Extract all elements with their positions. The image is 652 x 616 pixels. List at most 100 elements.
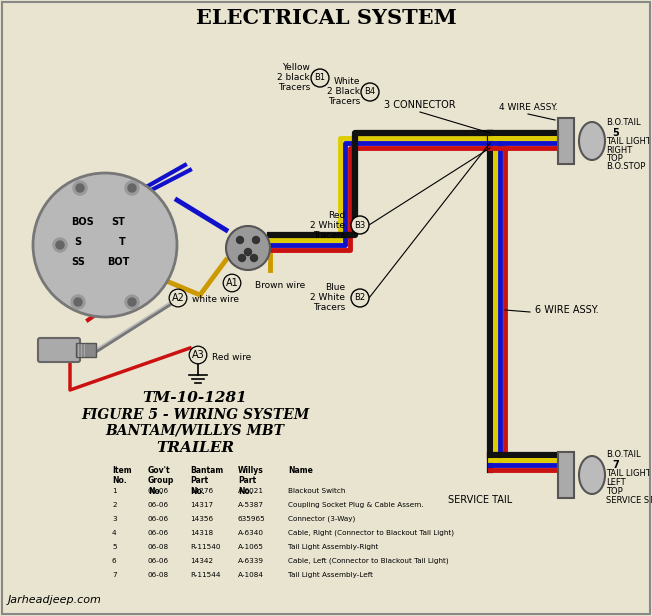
Circle shape (74, 298, 82, 306)
Circle shape (250, 254, 258, 262)
Circle shape (71, 295, 85, 309)
Text: 2 White: 2 White (310, 293, 345, 302)
Text: R-11544: R-11544 (190, 572, 220, 578)
Text: A-6339: A-6339 (238, 558, 264, 564)
Text: ST: ST (111, 217, 125, 227)
Text: Bantam
Part
No.: Bantam Part No. (190, 466, 223, 496)
Text: 14356: 14356 (190, 516, 213, 522)
Text: A-1084: A-1084 (238, 572, 264, 578)
Text: 3 CONNECTOR: 3 CONNECTOR (384, 100, 456, 110)
Circle shape (237, 237, 243, 243)
Text: Blackout Switch: Blackout Switch (288, 488, 346, 494)
Circle shape (125, 295, 139, 309)
Text: FIGURE 5 - WIRING SYSTEM: FIGURE 5 - WIRING SYSTEM (81, 408, 309, 422)
Text: A-5387: A-5387 (238, 502, 264, 508)
Text: ELECTRICAL SYSTEM: ELECTRICAL SYSTEM (196, 8, 456, 28)
Circle shape (244, 248, 252, 256)
Bar (76, 343, 96, 357)
Circle shape (128, 184, 136, 192)
Text: A-1065: A-1065 (238, 544, 264, 550)
Text: 14318: 14318 (190, 530, 213, 536)
Text: 14276: 14276 (190, 488, 213, 494)
Circle shape (351, 289, 369, 307)
Text: 4: 4 (112, 530, 117, 536)
Bar (558, 452, 574, 498)
Text: 2: 2 (112, 502, 117, 508)
Text: A2: A2 (171, 293, 185, 303)
Text: B4: B4 (364, 87, 376, 97)
Text: Tracers: Tracers (278, 84, 310, 92)
Text: Cable, Left (Connector to Blackout Tail Light): Cable, Left (Connector to Blackout Tail … (288, 558, 449, 564)
Circle shape (73, 181, 87, 195)
Text: RIGHT: RIGHT (606, 146, 632, 155)
Text: B.O.TAIL: B.O.TAIL (606, 118, 641, 127)
Circle shape (239, 254, 246, 262)
Text: 635965: 635965 (238, 516, 266, 522)
Text: B2: B2 (355, 293, 366, 302)
Text: TAIL LIGHT: TAIL LIGHT (606, 469, 651, 478)
Text: 14317: 14317 (190, 502, 213, 508)
Text: 5: 5 (112, 544, 117, 550)
Text: 1: 1 (112, 488, 117, 494)
Text: Name: Name (288, 466, 313, 475)
Text: Jarheadjeep.com: Jarheadjeep.com (8, 595, 102, 605)
Circle shape (128, 298, 136, 306)
Text: Willys
Part
No.: Willys Part No. (238, 466, 264, 496)
Circle shape (76, 184, 84, 192)
Text: 06-06: 06-06 (148, 502, 169, 508)
Text: Red: Red (328, 211, 345, 219)
Text: white wire: white wire (192, 296, 239, 304)
Text: A1: A1 (226, 278, 239, 288)
Text: T: T (119, 237, 125, 247)
Text: A3: A3 (192, 350, 204, 360)
Text: Cable, Right (Connector to Blackout Tail Light): Cable, Right (Connector to Blackout Tail… (288, 530, 454, 537)
Text: 14342: 14342 (190, 558, 213, 564)
Text: 6: 6 (112, 558, 117, 564)
Text: 06-06: 06-06 (148, 488, 169, 494)
Circle shape (53, 238, 67, 252)
Text: TRAILER: TRAILER (156, 441, 234, 455)
Text: S: S (74, 237, 82, 247)
Text: White: White (334, 78, 360, 86)
Text: 2 White: 2 White (310, 221, 345, 230)
Text: 2 black: 2 black (277, 73, 310, 83)
Text: 2 Black: 2 Black (327, 87, 360, 97)
Text: 4 WIRE ASSY.: 4 WIRE ASSY. (499, 103, 557, 113)
Text: A-6340: A-6340 (238, 530, 264, 536)
Text: B1: B1 (314, 73, 325, 83)
Text: 3: 3 (112, 516, 117, 522)
Text: 06-06: 06-06 (148, 530, 169, 536)
Text: 06-06: 06-06 (148, 558, 169, 564)
Text: 06-06: 06-06 (148, 516, 169, 522)
FancyBboxPatch shape (38, 338, 80, 362)
Text: 06-08: 06-08 (148, 544, 169, 550)
Text: TAIL LIGHT: TAIL LIGHT (606, 137, 651, 146)
Text: BOT: BOT (107, 257, 129, 267)
Circle shape (351, 216, 369, 234)
Text: 7: 7 (612, 460, 619, 470)
Text: LEFT: LEFT (606, 478, 626, 487)
Text: TM-10-1281: TM-10-1281 (143, 391, 247, 405)
Text: Connector (3-Way): Connector (3-Way) (288, 516, 355, 522)
Text: SERVICE STOP: SERVICE STOP (606, 496, 652, 505)
Text: TOP: TOP (606, 487, 623, 496)
Text: Brown wire: Brown wire (255, 280, 305, 290)
Text: 5: 5 (612, 128, 619, 138)
Text: 7: 7 (112, 572, 117, 578)
Text: Tail Light Assembly-Left: Tail Light Assembly-Left (288, 572, 373, 578)
Text: SS: SS (71, 257, 85, 267)
Ellipse shape (579, 122, 605, 160)
Circle shape (311, 69, 329, 87)
Text: TOP: TOP (606, 154, 623, 163)
Text: BANTAM/WILLYS MBT: BANTAM/WILLYS MBT (106, 424, 284, 438)
Text: Red wire: Red wire (212, 354, 251, 362)
Text: R-11540: R-11540 (190, 544, 220, 550)
Circle shape (361, 83, 379, 101)
Text: A-6021: A-6021 (238, 488, 264, 494)
Circle shape (226, 226, 270, 270)
Bar (558, 118, 574, 164)
Circle shape (125, 181, 139, 195)
Text: 06-08: 06-08 (148, 572, 169, 578)
Ellipse shape (579, 456, 605, 494)
Text: BOS: BOS (72, 217, 95, 227)
